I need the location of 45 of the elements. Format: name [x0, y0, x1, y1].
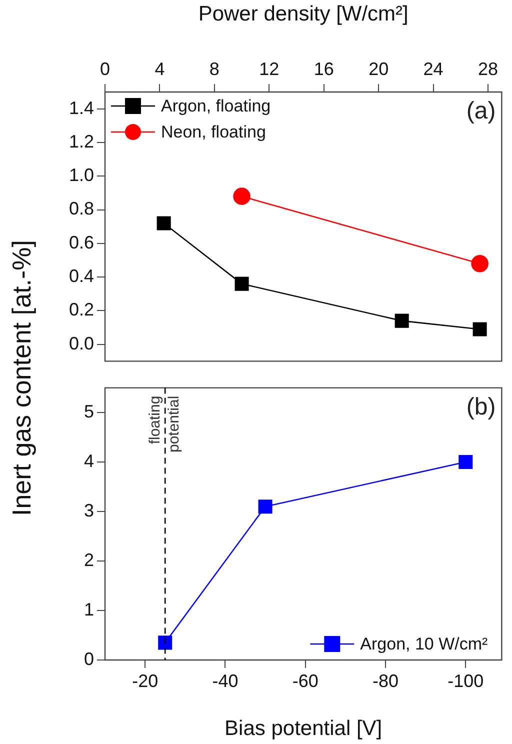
- y-tick-label: 1.0: [68, 165, 94, 186]
- y-tick-label: 4: [84, 451, 94, 472]
- y-tick-label: 5: [84, 402, 94, 422]
- y-tick-label: 2: [84, 550, 94, 570]
- x-tick-label: 8: [209, 59, 220, 80]
- y-axis-title: Inert gas content [at.-%]: [6, 240, 38, 516]
- point: [472, 322, 487, 336]
- legend-label: Argon, 10 W/cm²: [360, 634, 488, 654]
- y-tick-label: 0.0: [68, 333, 94, 354]
- x-tick-label: 4: [154, 59, 165, 80]
- x-tick-label: 28: [478, 59, 498, 80]
- point: [158, 636, 172, 650]
- x-tick-label: 16: [314, 59, 334, 80]
- x-tick-label: 12: [259, 59, 280, 80]
- x-tick-label: -40: [212, 670, 238, 691]
- x-tick-label: -20: [132, 670, 158, 691]
- x-tick-label: 24: [423, 59, 444, 80]
- point: [258, 500, 272, 514]
- annotation: (a): [466, 98, 496, 125]
- x-tick-label: -80: [372, 670, 399, 691]
- y-tick-label: 1.2: [68, 131, 94, 152]
- x-axis-title: Bias potential [V]: [224, 717, 382, 740]
- point: [458, 455, 473, 470]
- point: [394, 314, 409, 328]
- y-tick-label: 0.4: [68, 266, 94, 286]
- y-tick-label: 0: [84, 648, 94, 669]
- y-tick-label: 0.8: [68, 198, 94, 219]
- point: [233, 188, 250, 205]
- x-tick-label: 20: [368, 59, 389, 80]
- y-tick-label: 0.6: [68, 232, 94, 252]
- y-tick-label: 1.4: [68, 98, 94, 118]
- point: [471, 254, 488, 272]
- y-tick-label: 1: [84, 599, 94, 620]
- ref-line-label: floating potential: [146, 396, 183, 453]
- x-tick-label: -60: [292, 670, 318, 691]
- annotation: (b): [466, 393, 496, 420]
- y-tick-label: 0.2: [68, 300, 94, 320]
- x-axis-title: Power density [W/cm²]: [198, 2, 408, 26]
- point: [234, 276, 249, 291]
- legend-label: Neon, floating: [161, 122, 266, 142]
- x-tick-label: -100: [448, 670, 484, 691]
- y-tick-label: 3: [84, 500, 94, 520]
- point: [156, 216, 171, 230]
- legend-label: Argon, floating: [161, 96, 271, 116]
- x-tick-label: 0: [100, 59, 110, 80]
